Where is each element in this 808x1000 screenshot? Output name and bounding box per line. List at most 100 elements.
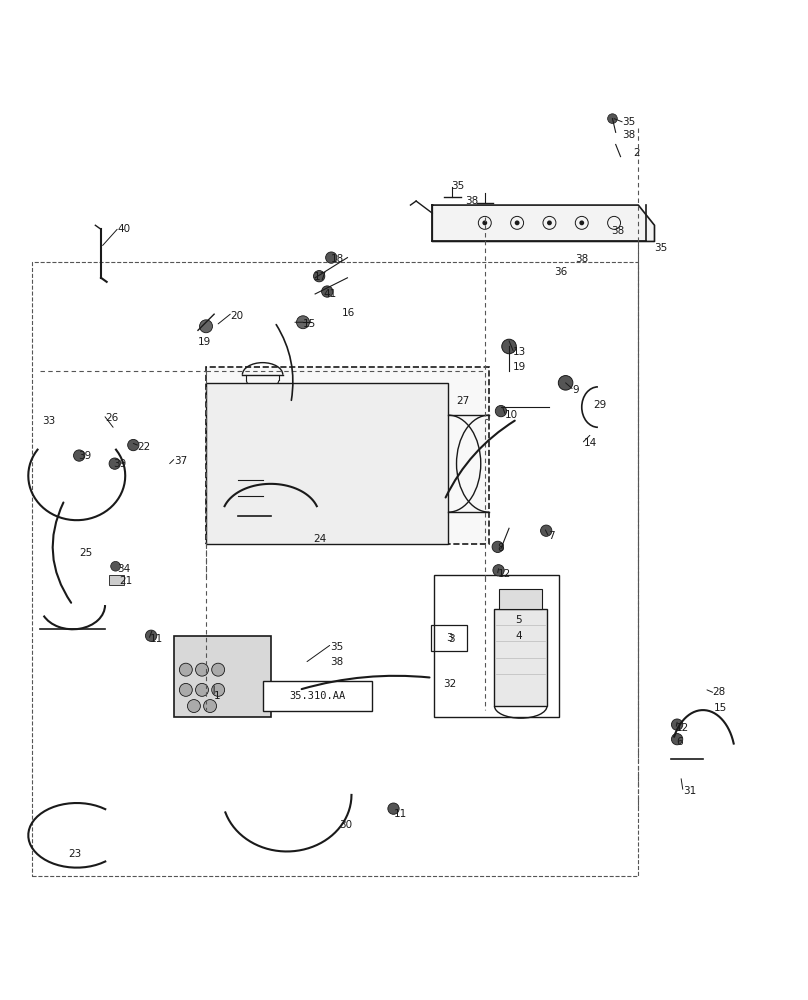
Circle shape [111, 561, 120, 571]
Bar [206, 383, 448, 544]
Text: 26: 26 [105, 413, 118, 423]
Text: 35: 35 [330, 642, 343, 652]
Circle shape [558, 376, 573, 390]
Circle shape [495, 405, 507, 417]
Text: 38: 38 [465, 196, 478, 206]
Circle shape [212, 663, 225, 676]
Circle shape [179, 683, 192, 696]
Text: 24: 24 [314, 534, 326, 544]
Text: 39: 39 [113, 459, 126, 469]
Circle shape [314, 271, 325, 282]
Bar [174, 636, 271, 717]
Text: 18: 18 [331, 254, 344, 264]
Text: 37: 37 [174, 456, 187, 466]
Text: 32: 32 [443, 679, 456, 689]
Text: 2: 2 [633, 148, 640, 158]
Circle shape [74, 450, 85, 461]
Circle shape [212, 683, 225, 696]
Circle shape [579, 220, 584, 225]
Bar [109, 575, 124, 585]
Circle shape [145, 630, 157, 641]
Circle shape [671, 734, 683, 745]
Text: 7: 7 [548, 531, 554, 541]
Circle shape [109, 458, 120, 469]
Circle shape [128, 439, 139, 451]
Text: 6: 6 [676, 737, 683, 747]
Text: 31: 31 [683, 786, 696, 796]
Text: 30: 30 [339, 820, 352, 830]
Circle shape [502, 339, 516, 354]
Circle shape [482, 220, 487, 225]
Circle shape [204, 700, 217, 713]
Text: 41: 41 [323, 289, 336, 299]
Text: 29: 29 [593, 400, 606, 410]
Text: 21: 21 [120, 576, 133, 586]
Circle shape [326, 252, 337, 263]
Text: 9: 9 [572, 385, 579, 395]
Text: 16: 16 [342, 308, 355, 318]
Text: 35.310.AA: 35.310.AA [289, 691, 345, 701]
Circle shape [492, 541, 503, 553]
Bar [206, 367, 489, 544]
Text: 3: 3 [448, 634, 455, 644]
Text: 15: 15 [714, 703, 727, 713]
Circle shape [493, 565, 504, 576]
Circle shape [187, 700, 200, 713]
Text: 1: 1 [214, 691, 221, 701]
FancyBboxPatch shape [263, 681, 372, 711]
Circle shape [179, 663, 192, 676]
Circle shape [388, 803, 399, 814]
Polygon shape [432, 205, 654, 241]
Circle shape [297, 316, 309, 329]
Text: 35: 35 [451, 181, 464, 191]
Text: 38: 38 [575, 254, 588, 264]
FancyBboxPatch shape [431, 625, 467, 651]
Circle shape [254, 479, 263, 489]
Text: 12: 12 [498, 569, 511, 579]
Text: 25: 25 [79, 548, 92, 558]
Text: 34: 34 [117, 564, 130, 574]
Text: 14: 14 [583, 438, 596, 448]
Circle shape [278, 479, 288, 489]
Circle shape [608, 114, 617, 123]
Circle shape [278, 447, 288, 456]
Text: 19: 19 [198, 337, 211, 347]
Text: 38: 38 [622, 130, 635, 140]
Circle shape [322, 286, 333, 297]
Bar [499, 589, 542, 609]
Text: 38: 38 [611, 226, 624, 236]
Text: 35: 35 [622, 117, 635, 127]
Circle shape [196, 683, 208, 696]
Circle shape [541, 525, 552, 536]
Text: 39: 39 [78, 451, 91, 461]
Text: 5: 5 [516, 615, 522, 625]
Text: 15: 15 [303, 319, 316, 329]
Text: 12: 12 [676, 723, 689, 733]
Circle shape [515, 220, 520, 225]
Text: 13: 13 [513, 347, 526, 357]
Text: 17: 17 [314, 272, 326, 282]
Text: 35: 35 [654, 243, 667, 253]
Text: 38: 38 [330, 657, 343, 667]
Text: 4: 4 [516, 631, 522, 641]
Circle shape [200, 320, 213, 333]
Circle shape [254, 447, 263, 456]
Text: 10: 10 [505, 410, 518, 420]
Text: 23: 23 [69, 849, 82, 859]
Text: 36: 36 [554, 267, 567, 277]
Text: 11: 11 [149, 634, 162, 644]
Text: 22: 22 [137, 442, 150, 452]
Circle shape [196, 663, 208, 676]
Text: 27: 27 [457, 396, 469, 406]
Text: 40: 40 [117, 224, 130, 234]
Bar [32, 262, 638, 876]
Text: 20: 20 [230, 311, 243, 321]
Text: 19: 19 [513, 362, 526, 372]
Circle shape [671, 719, 683, 730]
Bar [434, 575, 559, 717]
Text: 28: 28 [713, 687, 726, 697]
Bar [494, 609, 547, 706]
Circle shape [547, 220, 552, 225]
Text: 8: 8 [497, 543, 503, 553]
Text: 33: 33 [42, 416, 55, 426]
